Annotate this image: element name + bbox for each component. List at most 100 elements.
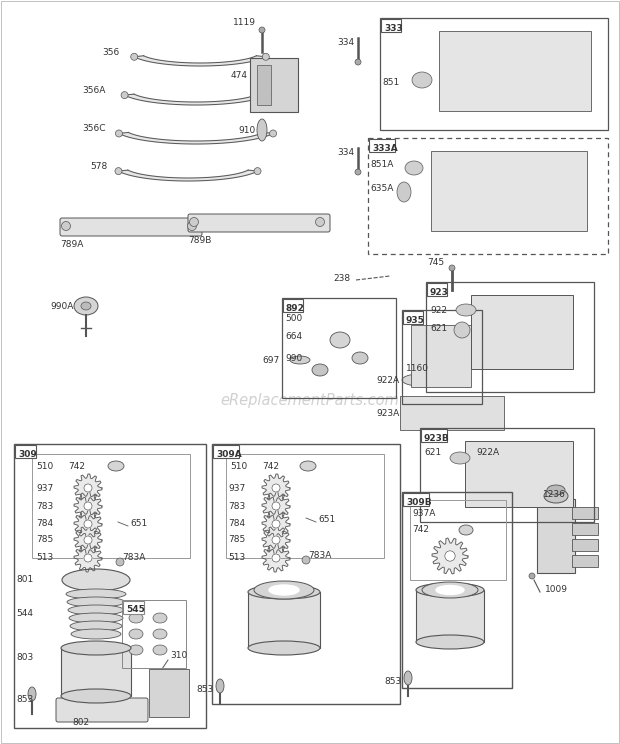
- Ellipse shape: [108, 461, 124, 471]
- Circle shape: [84, 520, 92, 528]
- Ellipse shape: [28, 687, 36, 701]
- Ellipse shape: [257, 119, 267, 141]
- Circle shape: [84, 536, 92, 544]
- Polygon shape: [262, 526, 290, 554]
- Polygon shape: [74, 526, 102, 554]
- Ellipse shape: [129, 645, 143, 655]
- Text: 853: 853: [385, 678, 402, 687]
- Text: 333: 333: [384, 24, 403, 33]
- Polygon shape: [74, 492, 102, 520]
- Text: 990: 990: [285, 353, 302, 362]
- FancyBboxPatch shape: [250, 58, 298, 112]
- Circle shape: [272, 554, 280, 562]
- Bar: [410, 500, 506, 580]
- Text: 697: 697: [263, 356, 280, 365]
- Polygon shape: [118, 170, 257, 181]
- Ellipse shape: [68, 605, 124, 615]
- FancyBboxPatch shape: [431, 151, 587, 231]
- Text: 923A: 923A: [376, 408, 399, 417]
- FancyBboxPatch shape: [572, 555, 598, 567]
- Text: 474: 474: [231, 71, 248, 80]
- Polygon shape: [74, 474, 102, 502]
- Text: 334: 334: [337, 148, 354, 157]
- Text: 513: 513: [36, 554, 53, 562]
- Text: 510: 510: [230, 461, 247, 470]
- Ellipse shape: [416, 635, 484, 649]
- Circle shape: [272, 520, 280, 528]
- Circle shape: [116, 558, 124, 566]
- Ellipse shape: [216, 679, 224, 693]
- Ellipse shape: [129, 629, 143, 639]
- Text: 910: 910: [239, 126, 256, 135]
- Text: 789B: 789B: [188, 236, 211, 245]
- Text: 892: 892: [286, 304, 305, 312]
- Ellipse shape: [405, 161, 423, 175]
- Text: 851A: 851A: [370, 159, 393, 168]
- Circle shape: [115, 167, 122, 175]
- Text: 1236: 1236: [543, 490, 566, 498]
- Polygon shape: [74, 510, 102, 538]
- Circle shape: [187, 222, 197, 231]
- Ellipse shape: [129, 613, 143, 623]
- Circle shape: [355, 169, 361, 175]
- Ellipse shape: [66, 589, 126, 599]
- Circle shape: [61, 222, 71, 231]
- Text: 745: 745: [427, 258, 444, 267]
- Text: 851: 851: [382, 77, 399, 86]
- Circle shape: [259, 27, 265, 33]
- Text: 937: 937: [36, 484, 53, 493]
- Text: 544: 544: [16, 609, 33, 618]
- FancyBboxPatch shape: [416, 590, 484, 642]
- Bar: [32, 454, 190, 558]
- FancyBboxPatch shape: [572, 507, 598, 519]
- Circle shape: [262, 54, 269, 60]
- Circle shape: [254, 167, 261, 175]
- Circle shape: [84, 502, 92, 510]
- Text: 545: 545: [126, 606, 145, 615]
- Bar: [15, 445, 35, 458]
- Bar: [427, 283, 448, 296]
- FancyBboxPatch shape: [257, 65, 271, 105]
- Text: 578: 578: [90, 161, 107, 170]
- Bar: [283, 299, 304, 312]
- Circle shape: [529, 573, 535, 579]
- Polygon shape: [432, 538, 468, 574]
- Ellipse shape: [436, 586, 464, 594]
- Text: 853: 853: [197, 685, 214, 694]
- Text: 783A: 783A: [122, 554, 145, 562]
- Circle shape: [115, 130, 122, 137]
- Text: 801: 801: [16, 576, 33, 585]
- Ellipse shape: [402, 374, 438, 386]
- Ellipse shape: [153, 629, 167, 639]
- Text: 356C: 356C: [82, 124, 105, 132]
- Circle shape: [445, 551, 455, 561]
- FancyBboxPatch shape: [572, 539, 598, 551]
- Ellipse shape: [290, 356, 310, 364]
- Text: 785: 785: [36, 536, 53, 545]
- Ellipse shape: [81, 302, 91, 310]
- Text: 309B: 309B: [406, 498, 432, 507]
- Text: 783A: 783A: [308, 551, 331, 560]
- Circle shape: [264, 92, 271, 99]
- Bar: [426, 282, 594, 392]
- Bar: [381, 19, 402, 32]
- Bar: [122, 600, 186, 668]
- Circle shape: [449, 265, 455, 271]
- Text: 310: 310: [170, 652, 187, 661]
- Ellipse shape: [397, 182, 411, 202]
- Bar: [213, 445, 239, 458]
- Circle shape: [84, 484, 92, 492]
- Text: 785: 785: [228, 536, 246, 545]
- Text: 356A: 356A: [82, 86, 105, 94]
- Ellipse shape: [248, 585, 320, 599]
- Bar: [282, 298, 396, 398]
- Text: 1160: 1160: [406, 364, 429, 373]
- Ellipse shape: [404, 671, 412, 685]
- FancyBboxPatch shape: [188, 214, 330, 232]
- Bar: [369, 139, 395, 152]
- Bar: [380, 18, 608, 130]
- Text: 651: 651: [318, 516, 335, 525]
- FancyBboxPatch shape: [465, 441, 573, 507]
- Circle shape: [121, 92, 128, 99]
- Polygon shape: [262, 510, 290, 538]
